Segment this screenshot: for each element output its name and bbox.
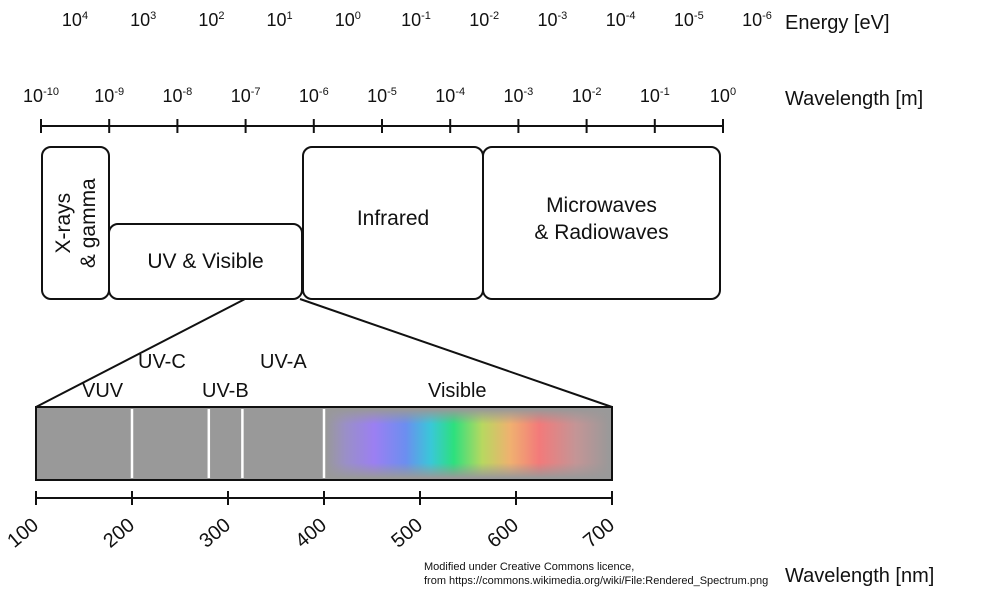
- energy-tick-4: 100: [318, 10, 378, 31]
- wavelength-tick-8-base: 10: [571, 86, 592, 106]
- band-label-vuv: VUV: [82, 380, 124, 402]
- band-label-uvc: UV-C: [138, 351, 186, 373]
- energy-tick-6: 10-2: [454, 10, 514, 31]
- wavelength-tick-4: 10-6: [284, 86, 344, 107]
- energy-tick-6-base: 10: [469, 10, 490, 30]
- image-credit: Modified under Creative Commons licence,…: [424, 561, 768, 589]
- wavelength-tick-3-exponent: -7: [250, 86, 261, 98]
- band-label-uva: UV-A: [260, 351, 307, 373]
- region-xray-line1: X-rays: [51, 192, 75, 254]
- energy-tick-2-exponent: 2: [218, 10, 225, 22]
- region-infrared-label: Infrared: [356, 207, 430, 231]
- wavelength-tick-2-base: 10: [162, 86, 183, 106]
- wavelength-tick-9-base: 10: [639, 86, 660, 106]
- energy-tick-10: 10-6: [727, 10, 787, 31]
- wavelength-tick-7-base: 10: [503, 86, 524, 106]
- wavelength-tick-3: 10-7: [216, 86, 276, 107]
- wavelength-tick-0-exponent: -10: [43, 86, 59, 98]
- region-microwave-line2: & Radiowaves: [534, 221, 669, 244]
- wavelength-tick-2-exponent: -8: [182, 86, 193, 98]
- zoom-line-left: [35, 298, 246, 408]
- wavelength-ruler-ticks: [40, 119, 724, 133]
- wavelength-tick-9: 10-1: [625, 86, 685, 107]
- wavelength-tick-1-base: 10: [94, 86, 115, 106]
- energy-tick-6-exponent: -2: [489, 10, 500, 22]
- band-label-uvb: UV-B: [202, 380, 249, 402]
- energy-tick-5-exponent: -1: [421, 10, 431, 22]
- band-label-visible: Visible: [428, 380, 487, 402]
- wavelength-tick-10-base: 10: [709, 86, 730, 106]
- energy-tick-5-base: 10: [401, 10, 422, 30]
- energy-tick-10-exponent: -6: [762, 10, 772, 22]
- wavelength-tick-8: 10-2: [557, 86, 617, 107]
- region-infrared: Infrared: [302, 146, 484, 300]
- energy-tick-7-base: 10: [537, 10, 558, 30]
- wavelength-tick-1-exponent: -9: [114, 86, 125, 98]
- wavelength-tick-6-exponent: -4: [455, 86, 466, 98]
- wavelength-tick-5-base: 10: [367, 86, 388, 106]
- wavelength-tick-5: 10-5: [352, 86, 412, 107]
- band-dividers: [130, 409, 326, 478]
- region-xray-gamma: X-rays & gamma: [41, 146, 110, 300]
- energy-tick-1-base: 10: [130, 10, 151, 30]
- credit-line1: Modified under Creative Commons licence,: [424, 561, 635, 573]
- region-microwaves-radiowaves: Microwaves & Radiowaves: [482, 146, 721, 300]
- visible-spectrum-fade: [326, 409, 610, 478]
- energy-tick-7-exponent: -3: [557, 10, 568, 22]
- wavelength-tick-6: 10-4: [420, 86, 480, 107]
- wavelength-tick-10: 100: [693, 86, 753, 107]
- energy-tick-4-base: 10: [334, 10, 355, 30]
- energy-tick-7: 10-3: [522, 10, 582, 31]
- region-uv-visible: UV & Visible: [108, 223, 303, 300]
- wavelength-tick-10-exponent: 0: [729, 86, 737, 98]
- wavelength-tick-3-base: 10: [230, 86, 251, 106]
- wavelength-tick-2: 10-8: [147, 86, 207, 107]
- wavelength-tick-0: 10-10: [11, 86, 71, 107]
- wavelength-axis-title: Wavelength [m]: [785, 88, 924, 110]
- energy-tick-2-base: 10: [198, 10, 219, 30]
- energy-tick-1: 103: [113, 10, 173, 31]
- region-xray-line2: & gamma: [76, 178, 100, 268]
- energy-tick-9-base: 10: [673, 10, 694, 30]
- region-microwave-line1: Microwaves: [546, 193, 657, 217]
- energy-tick-5: 10-1: [386, 10, 446, 31]
- wavelength-tick-8-exponent: -2: [591, 86, 602, 98]
- wavelength-tick-9-exponent: -1: [659, 86, 670, 98]
- energy-tick-3-base: 10: [266, 10, 287, 30]
- wavelength-tick-7: 10-3: [488, 86, 548, 107]
- wavelength-tick-4-exponent: -6: [318, 86, 329, 98]
- nm-axis-ticks: [35, 491, 613, 505]
- zoom-line-right: [299, 298, 613, 408]
- energy-tick-4-exponent: 0: [354, 10, 361, 22]
- energy-tick-0-exponent: 4: [81, 10, 89, 22]
- wavelength-tick-7-exponent: -3: [523, 86, 534, 98]
- energy-tick-0: 104: [45, 10, 105, 31]
- energy-tick-9-exponent: -5: [693, 10, 704, 22]
- wavelength-tick-0-base: 10: [23, 86, 44, 106]
- energy-tick-10-base: 10: [742, 10, 763, 30]
- wavelength-tick-4-base: 10: [298, 86, 319, 106]
- wavelength-tick-1: 10-9: [79, 86, 139, 107]
- energy-tick-8-base: 10: [605, 10, 626, 30]
- energy-tick-3: 101: [250, 10, 310, 31]
- energy-tick-2: 102: [181, 10, 241, 31]
- energy-tick-0-base: 10: [61, 10, 82, 30]
- energy-tick-8-exponent: -4: [625, 10, 636, 22]
- energy-tick-9: 10-5: [659, 10, 719, 31]
- energy-axis-title: Energy [eV]: [785, 12, 890, 34]
- energy-tick-1-exponent: 3: [150, 10, 157, 22]
- nm-axis-title: Wavelength [nm]: [785, 565, 935, 587]
- energy-tick-8: 10-4: [591, 10, 651, 31]
- wavelength-tick-5-exponent: -5: [387, 86, 397, 98]
- region-uv-visible-label: UV & Visible: [147, 249, 264, 273]
- credit-line2: from https://commons.wikimedia.org/wiki/…: [424, 574, 769, 587]
- energy-tick-3-exponent: 1: [286, 10, 293, 22]
- wavelength-tick-6-base: 10: [435, 86, 456, 106]
